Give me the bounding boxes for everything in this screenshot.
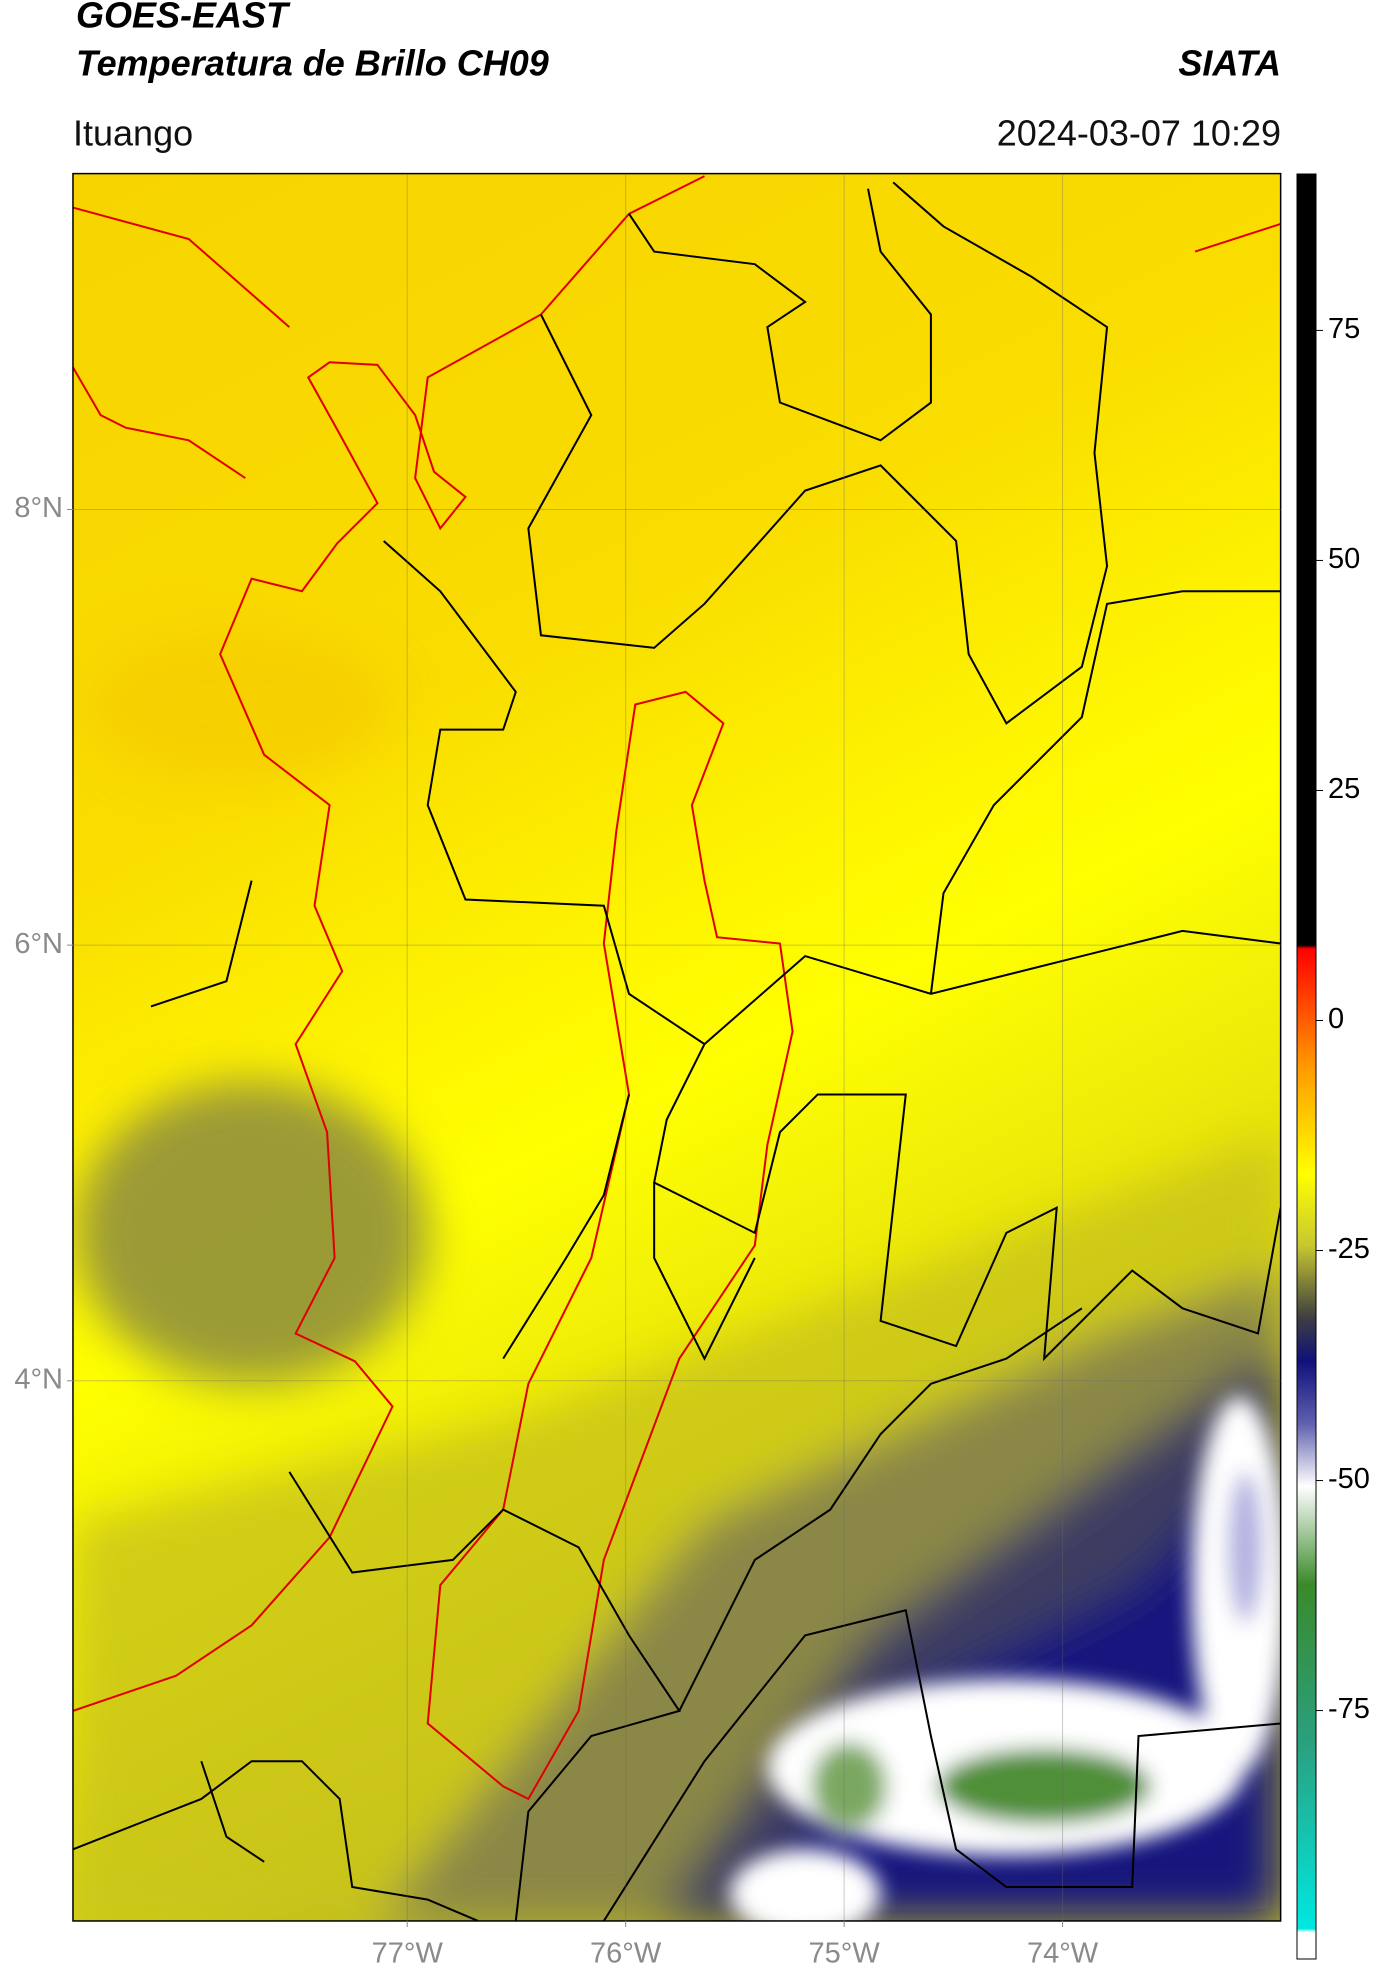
subtitle: Temperatura de Brillo CH09 <box>76 43 549 84</box>
colorbar-tick-label: 25 <box>1328 773 1360 805</box>
title: GOES-EAST <box>76 0 291 36</box>
colorbar-tick-label: 50 <box>1328 543 1360 575</box>
colorbar-tick-label: 0 <box>1328 1003 1344 1035</box>
y-tick-label: 8°N <box>14 492 63 524</box>
source: SIATA <box>1178 43 1281 84</box>
datetime: 2024-03-07 10:29 <box>997 113 1281 154</box>
colorbar-tick-label: -50 <box>1328 1463 1370 1495</box>
colorbar-tick-label: 75 <box>1328 313 1360 345</box>
colorbar-tick-label: -75 <box>1328 1693 1370 1725</box>
x-tick-label: 75°W <box>808 1938 880 1970</box>
colorbar <box>1296 173 1317 1960</box>
colorbar-tick-label: -25 <box>1328 1233 1370 1265</box>
location: Ituango <box>73 113 193 154</box>
x-tick-label: 76°W <box>590 1938 662 1970</box>
map-image <box>72 172 1282 1922</box>
y-tick-label: 4°N <box>14 1363 63 1395</box>
x-tick-label: 77°W <box>372 1938 444 1970</box>
y-tick-label: 6°N <box>14 928 63 960</box>
x-tick-label: 74°W <box>1027 1938 1099 1970</box>
